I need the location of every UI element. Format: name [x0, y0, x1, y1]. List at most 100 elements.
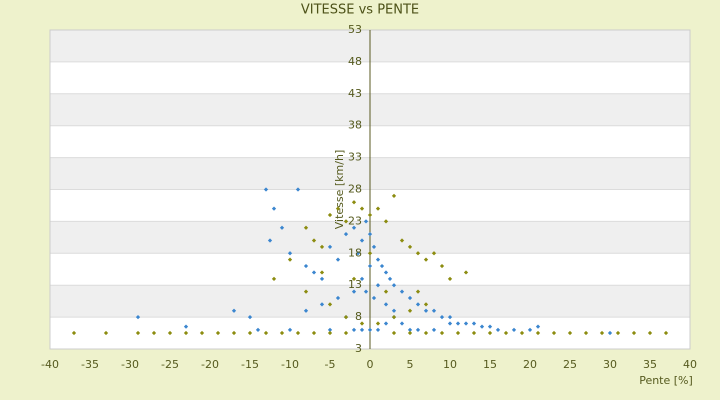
point: [335, 257, 341, 262]
y-tick-label: 3: [355, 342, 362, 355]
x-tick-label: -35: [81, 358, 99, 371]
point: [327, 302, 333, 307]
point: [327, 330, 333, 336]
point: [311, 270, 317, 275]
x-tick-label: -25: [161, 358, 179, 371]
point: [287, 257, 293, 262]
point: [407, 330, 413, 336]
point: [351, 200, 357, 205]
point: [383, 270, 389, 275]
point: [511, 327, 517, 332]
y-tick-label: 33: [348, 151, 362, 164]
point: [167, 330, 173, 336]
point: [363, 289, 369, 294]
point: [199, 330, 205, 336]
point: [375, 321, 381, 326]
point: [263, 187, 269, 192]
y-tick-label: 18: [348, 246, 362, 259]
point: [303, 308, 309, 313]
point: [415, 327, 421, 332]
point: [231, 330, 237, 336]
point: [367, 263, 373, 269]
point: [327, 244, 333, 250]
point: [407, 244, 413, 250]
point: [399, 289, 405, 294]
y-tick-label: 8: [355, 310, 362, 323]
point: [263, 330, 269, 336]
point: [343, 314, 349, 320]
point: [439, 314, 445, 320]
point: [503, 330, 509, 336]
y-tick-label: 28: [348, 183, 362, 196]
point: [647, 330, 653, 336]
point: [551, 330, 557, 336]
point: [279, 225, 285, 230]
x-tick-label: -15: [241, 358, 259, 371]
point: [375, 257, 381, 262]
point: [303, 225, 309, 230]
point: [391, 283, 397, 288]
point: [295, 187, 301, 192]
x-tick-label: -30: [121, 358, 139, 371]
point: [387, 276, 393, 281]
point: [371, 295, 377, 301]
point: [487, 324, 493, 329]
point: [311, 330, 317, 336]
point: [383, 302, 389, 307]
point: [407, 308, 413, 313]
point: [383, 289, 389, 294]
point: [343, 219, 349, 224]
point: [335, 206, 341, 211]
point: [267, 238, 273, 243]
x-tick-label: 15: [483, 358, 497, 371]
point: [615, 330, 621, 336]
point: [351, 225, 357, 230]
point: [303, 263, 309, 269]
point: [447, 314, 453, 320]
point: [215, 330, 221, 336]
point: [375, 327, 381, 332]
x-tick-label: 30: [603, 358, 617, 371]
point: [247, 330, 253, 336]
point: [455, 321, 461, 326]
point: [343, 232, 349, 237]
point: [599, 330, 605, 336]
point: [359, 238, 365, 243]
point: [423, 330, 429, 336]
point: [359, 276, 365, 281]
point: [295, 330, 301, 336]
point: [495, 327, 501, 332]
point: [583, 330, 589, 336]
point: [271, 206, 277, 211]
point: [463, 321, 469, 326]
point: [471, 321, 477, 326]
point: [287, 251, 293, 256]
point: [431, 327, 437, 332]
point: [471, 330, 477, 336]
y-tick-label: 38: [348, 119, 362, 132]
point: [279, 330, 285, 336]
point: [363, 219, 369, 224]
point: [367, 327, 373, 332]
point: [439, 330, 445, 336]
point: [391, 193, 397, 199]
y-tick-label: 43: [348, 87, 362, 100]
point: [351, 327, 357, 332]
point: [319, 302, 325, 307]
point: [351, 289, 357, 294]
x-tick-label: -20: [201, 358, 219, 371]
point: [359, 327, 365, 332]
point: [519, 330, 525, 336]
point: [319, 276, 325, 281]
point: [431, 308, 437, 313]
point: [375, 206, 381, 211]
point: [379, 263, 385, 269]
point: [375, 283, 381, 288]
point: [423, 308, 429, 313]
point: [383, 321, 389, 326]
point: [271, 276, 277, 281]
x-tick-label: 0: [367, 358, 374, 371]
point: [391, 314, 397, 320]
point: [335, 295, 341, 301]
point: [151, 330, 157, 336]
